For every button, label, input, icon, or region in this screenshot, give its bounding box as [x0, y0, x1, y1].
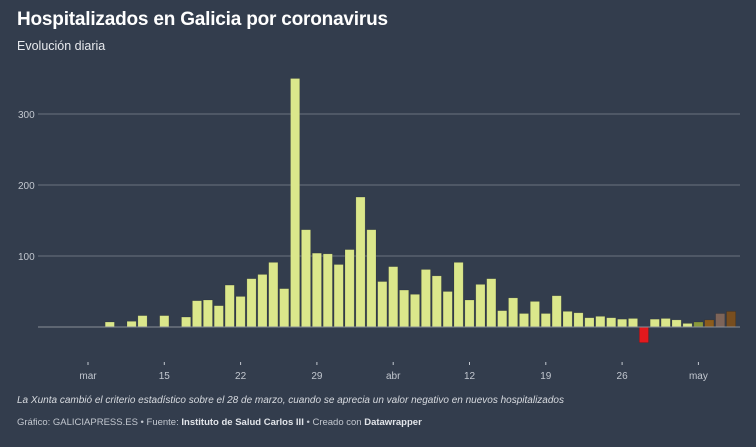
bar [420, 269, 431, 328]
x-tick-label: abr [386, 371, 401, 382]
x-tick-label: 12 [464, 371, 476, 382]
bar [137, 315, 148, 328]
created-label: Creado con [312, 417, 365, 428]
y-tick-label: 300 [18, 110, 35, 121]
bar [464, 299, 475, 328]
source-label: Fuente: [146, 417, 182, 428]
y-tick-label: 200 [18, 181, 35, 192]
bar [638, 326, 649, 343]
bar [693, 321, 704, 328]
x-tick-label: 29 [311, 371, 323, 382]
bar [649, 318, 660, 328]
chart-subtitle: Evolución diaria [17, 39, 106, 53]
x-tick-label: may [689, 371, 708, 382]
bar [290, 78, 300, 328]
bar [257, 274, 268, 328]
x-tick-label: mar [79, 371, 97, 382]
bar [333, 264, 344, 328]
bar [660, 318, 671, 328]
datawrapper-link[interactable]: Datawrapper [364, 417, 422, 428]
bar [573, 312, 584, 328]
bar [192, 300, 202, 328]
bar [203, 299, 213, 328]
bar [508, 297, 518, 328]
bar [399, 289, 409, 328]
bar [377, 281, 388, 328]
bar [224, 284, 235, 328]
x-tick-label: 26 [617, 371, 629, 382]
bar [235, 296, 246, 328]
bar [529, 301, 540, 328]
y-tick-label: 100 [18, 252, 35, 263]
bar [126, 321, 137, 328]
bar [715, 313, 726, 328]
bar [453, 262, 464, 328]
bar [410, 294, 420, 328]
bar [181, 316, 191, 328]
bar [344, 249, 355, 328]
bar [366, 229, 377, 328]
bar [606, 317, 617, 328]
bar [311, 252, 322, 328]
bar [388, 266, 399, 328]
bar [551, 295, 562, 328]
bar [519, 313, 529, 328]
bar [584, 317, 595, 328]
bar [595, 316, 606, 328]
bar [562, 311, 573, 328]
separator: • [137, 417, 147, 428]
bar-chart: 100 200 300 mar 15 22 29 abr 12 19 26 may [18, 78, 740, 382]
bar [355, 196, 366, 328]
bar [301, 229, 311, 328]
bar [540, 313, 551, 328]
chart-title: Hospitalizados en Galicia por coronaviru… [17, 9, 388, 30]
bar [497, 310, 508, 328]
bar [431, 275, 442, 328]
bar [628, 318, 638, 328]
bar [213, 305, 224, 328]
source-link[interactable]: Instituto de Salud Carlos III [181, 417, 304, 428]
bar [159, 315, 170, 328]
bar [704, 319, 715, 328]
bar [442, 291, 453, 328]
bar [726, 311, 736, 328]
separator: • [303, 417, 313, 428]
bar [475, 284, 486, 328]
x-tick-label: 15 [159, 371, 171, 382]
bar [671, 319, 682, 328]
chart-annotation: La Xunta cambió el criterio estadístico … [17, 395, 564, 406]
footer: Gráfico: GALICIAPRESS.ES • Fuente: Insti… [17, 417, 422, 428]
bar [486, 278, 497, 328]
bar [268, 262, 279, 328]
bar [246, 278, 257, 328]
bar [322, 253, 333, 328]
bar [682, 323, 693, 328]
credit: Gráfico: GALICIAPRESS.ES [17, 417, 138, 428]
bar [617, 318, 627, 328]
x-tick-label: 19 [540, 371, 552, 382]
bar [279, 288, 290, 328]
x-tick-label: 22 [235, 371, 247, 382]
bar [104, 321, 115, 328]
